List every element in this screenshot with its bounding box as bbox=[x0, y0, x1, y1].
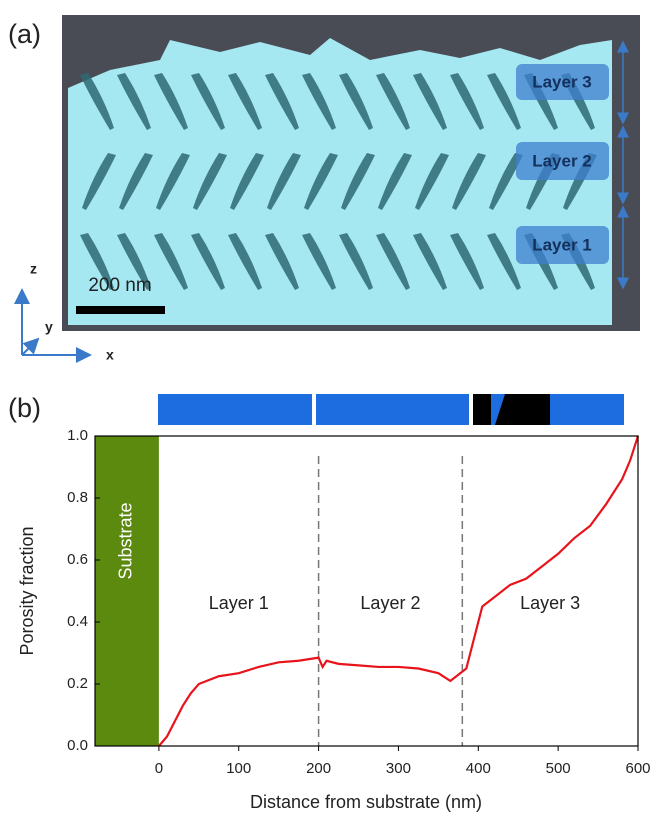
pore bbox=[191, 73, 225, 130]
y-tick-label: 0.0 bbox=[67, 737, 88, 754]
y-tick-label: 0.6 bbox=[67, 551, 88, 568]
pore bbox=[341, 153, 375, 210]
pore bbox=[450, 73, 484, 130]
pore bbox=[267, 153, 301, 210]
substrate-label: Substrate bbox=[116, 502, 136, 579]
pore bbox=[117, 73, 151, 130]
x-tick-label: 500 bbox=[546, 760, 571, 777]
pore bbox=[80, 233, 114, 290]
axis-label: y bbox=[45, 319, 53, 335]
x-tick-label: 200 bbox=[306, 760, 331, 777]
x-tick-label: 0 bbox=[155, 760, 163, 777]
pore bbox=[228, 233, 262, 290]
pore bbox=[339, 73, 373, 130]
pore bbox=[154, 233, 188, 290]
pore bbox=[156, 153, 190, 210]
tomography-image: Layer 3 Layer 2 Layer 1 200 nm bbox=[62, 15, 640, 331]
plot-frame bbox=[94, 435, 639, 747]
porosity-line bbox=[158, 435, 640, 747]
pore bbox=[117, 233, 151, 290]
pore bbox=[489, 153, 523, 210]
layer-annotation: Layer 1 bbox=[209, 593, 269, 613]
axes-triad bbox=[14, 288, 92, 363]
y-tick-label: 1.0 bbox=[67, 427, 88, 444]
pore bbox=[265, 73, 299, 130]
pore bbox=[376, 233, 410, 290]
panel-label: (b) bbox=[8, 393, 41, 423]
layer-annotation: Layer 3 bbox=[520, 593, 580, 613]
pore bbox=[452, 153, 486, 210]
layer-label: Layer 3 bbox=[532, 72, 592, 91]
pore bbox=[228, 73, 262, 130]
pore bbox=[230, 153, 264, 210]
layer-box bbox=[516, 64, 609, 100]
pore bbox=[119, 153, 153, 210]
pore bbox=[80, 73, 114, 130]
y-tick-label: 0.4 bbox=[67, 613, 88, 630]
x-tick-label: 600 bbox=[625, 760, 650, 777]
substrate-region bbox=[95, 436, 159, 746]
slice bbox=[158, 394, 312, 425]
pore bbox=[265, 233, 299, 290]
pore bbox=[302, 73, 336, 130]
scale-bar bbox=[76, 306, 165, 314]
pore bbox=[487, 233, 521, 290]
panel-label: (a) bbox=[8, 19, 41, 49]
layer-box bbox=[516, 142, 609, 180]
pore bbox=[193, 153, 227, 210]
slice-pore bbox=[473, 394, 550, 425]
layer-boxes bbox=[516, 64, 609, 264]
pore bbox=[450, 233, 484, 290]
pore bbox=[304, 153, 338, 210]
x-tick-label: 400 bbox=[466, 760, 491, 777]
pores bbox=[80, 73, 597, 290]
pore bbox=[376, 73, 410, 130]
pore bbox=[487, 73, 521, 130]
x-tick-label: 100 bbox=[226, 760, 251, 777]
y-tick-label: 0.2 bbox=[67, 675, 88, 692]
pore bbox=[82, 153, 116, 210]
slice-images bbox=[158, 394, 624, 425]
pore bbox=[154, 73, 188, 130]
pore bbox=[415, 153, 449, 210]
y-tick-label: 0.8 bbox=[67, 489, 88, 506]
pore bbox=[191, 233, 225, 290]
y-arrow bbox=[21, 337, 40, 356]
layer-label: Layer 2 bbox=[532, 151, 592, 170]
pore bbox=[413, 73, 447, 130]
axis-label: z bbox=[30, 261, 37, 277]
pore bbox=[413, 233, 447, 290]
layer-annotation: Layer 2 bbox=[360, 593, 420, 613]
layer-box bbox=[516, 226, 609, 264]
axis-label: x bbox=[106, 347, 114, 363]
x-axis-label: Distance from substrate (nm) bbox=[250, 792, 482, 812]
scale-label: 200 nm bbox=[88, 275, 151, 296]
pore bbox=[339, 233, 373, 290]
slice bbox=[316, 394, 469, 425]
pore bbox=[378, 153, 412, 210]
pore bbox=[302, 233, 336, 290]
layer-label: Layer 1 bbox=[532, 235, 592, 254]
y-axis-label: Porosity fraction bbox=[17, 526, 37, 655]
x-tick-label: 300 bbox=[386, 760, 411, 777]
